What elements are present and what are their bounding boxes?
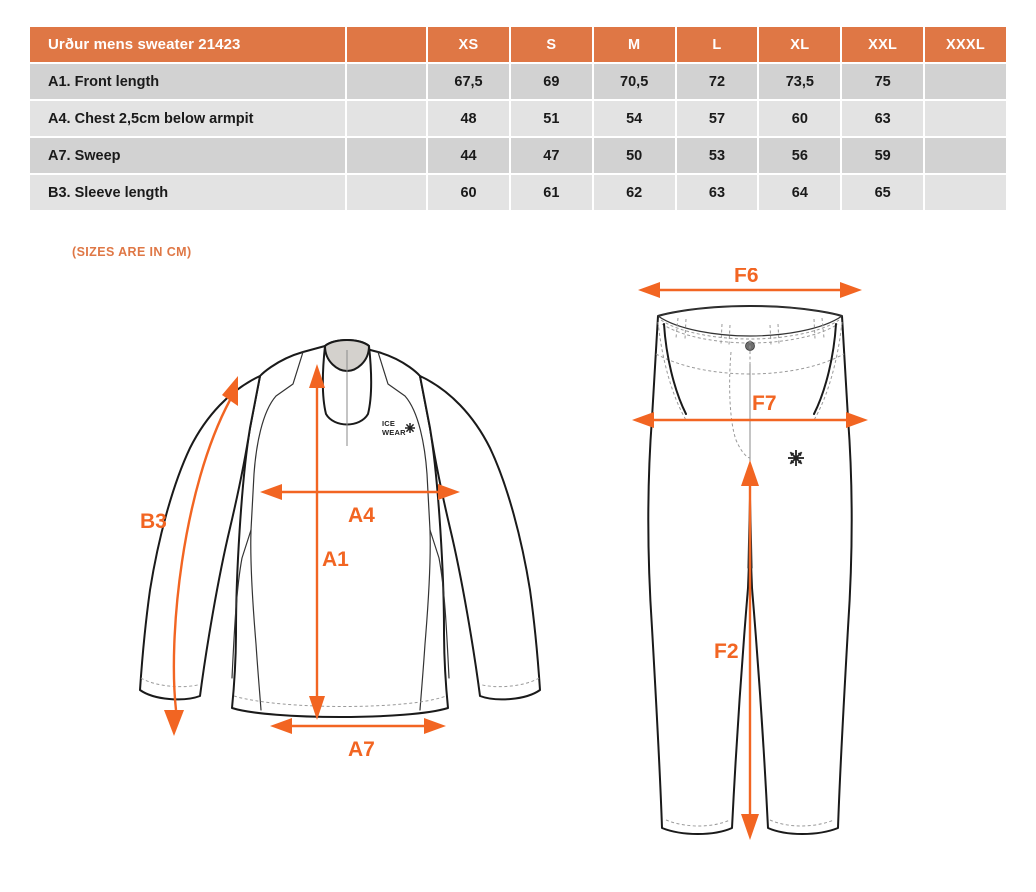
size-chart-table: Urður mens sweater 21423 XS S M L XL XXL… bbox=[28, 25, 1008, 212]
value-a4-xxl: 63 bbox=[842, 101, 924, 136]
pants-pockets bbox=[657, 321, 843, 421]
dimension-label-b3: B3 bbox=[140, 510, 167, 533]
value-a1-xxxl bbox=[925, 64, 1006, 99]
value-a4-xs: 48 bbox=[428, 101, 509, 136]
table-row: B3. Sleeve length 60 61 62 63 64 65 bbox=[30, 175, 1006, 210]
value-b3-xxl: 65 bbox=[842, 175, 924, 210]
row-spacer-cell bbox=[347, 64, 427, 99]
value-b3-m: 62 bbox=[593, 175, 675, 210]
table-row: A4. Chest 2,5cm below armpit 48 51 54 57… bbox=[30, 101, 1006, 136]
sizes-unit-note: (SIZES ARE IN CM) bbox=[72, 245, 192, 259]
pants-hem-stitching bbox=[665, 819, 835, 827]
ice-wear-logo: ICE WEAR bbox=[382, 419, 415, 437]
value-a4-m: 54 bbox=[593, 101, 675, 136]
snowflake-icon bbox=[788, 450, 804, 466]
value-a7-m: 50 bbox=[593, 138, 675, 173]
value-a7-xl: 56 bbox=[759, 138, 841, 173]
row-spacer-cell bbox=[347, 175, 427, 210]
sweater-body-outline bbox=[139, 345, 541, 718]
dimension-a1: A1 bbox=[309, 364, 349, 720]
pants-belt-loops bbox=[675, 317, 825, 346]
dimension-f6: F6 bbox=[638, 268, 862, 298]
value-a1-m: 70,5 bbox=[593, 64, 675, 99]
svg-text:ICE: ICE bbox=[382, 419, 395, 428]
value-a7-l: 53 bbox=[676, 138, 758, 173]
value-a1-xxl: 75 bbox=[842, 64, 924, 99]
size-header-m: M bbox=[593, 27, 675, 62]
table-body: A1. Front length 67,5 69 70,5 72 73,5 75… bbox=[30, 64, 1006, 210]
snowflake-icon bbox=[405, 423, 415, 433]
value-b3-xs: 60 bbox=[428, 175, 509, 210]
dimension-label-f7: F7 bbox=[752, 392, 777, 415]
sweater-technical-drawing: ICE WEAR A4 A1 A7 bbox=[139, 339, 541, 761]
value-a4-l: 57 bbox=[676, 101, 758, 136]
row-spacer-cell bbox=[347, 101, 427, 136]
size-header-s: S bbox=[510, 27, 592, 62]
size-header-xxl: XXL bbox=[842, 27, 924, 62]
svg-text:WEAR: WEAR bbox=[382, 428, 406, 437]
table-header-row: Urður mens sweater 21423 XS S M L XL XXL… bbox=[30, 27, 1006, 62]
sweater-seam-lines bbox=[231, 351, 450, 711]
value-a7-s: 47 bbox=[510, 138, 592, 173]
value-b3-xl: 64 bbox=[759, 175, 841, 210]
dimension-label-a1: A1 bbox=[322, 548, 349, 571]
value-a1-s: 69 bbox=[510, 64, 592, 99]
table-row: A7. Sweep 44 47 50 53 56 59 bbox=[30, 138, 1006, 173]
table-header: Urður mens sweater 21423 XS S M L XL XXL… bbox=[30, 27, 1006, 62]
size-chart-table-container: Urður mens sweater 21423 XS S M L XL XXL… bbox=[28, 25, 1008, 212]
value-b3-s: 61 bbox=[510, 175, 592, 210]
dimension-b3: B3 bbox=[140, 376, 238, 736]
value-b3-l: 63 bbox=[676, 175, 758, 210]
dimension-label-a7: A7 bbox=[348, 738, 375, 761]
dimension-label-a4: A4 bbox=[348, 504, 375, 527]
dimension-label-f6: F6 bbox=[734, 268, 759, 287]
dimension-label-f2: F2 bbox=[714, 640, 739, 663]
pants-technical-drawing: F6 F7 F2 bbox=[632, 268, 868, 840]
value-a7-xxl: 59 bbox=[842, 138, 924, 173]
size-header-xxxl: XXXL bbox=[925, 27, 1006, 62]
measurement-label-a4: A4. Chest 2,5cm below armpit bbox=[30, 101, 346, 136]
value-a4-s: 51 bbox=[510, 101, 592, 136]
value-a1-xs: 67,5 bbox=[428, 64, 509, 99]
value-a4-xxxl bbox=[925, 101, 1006, 136]
dimension-f7: F7 bbox=[632, 392, 868, 428]
dimension-a4: A4 bbox=[260, 484, 460, 527]
dimension-f2: F2 bbox=[714, 460, 759, 840]
measurement-label-a7: A7. Sweep bbox=[30, 138, 346, 173]
value-a7-xxxl bbox=[925, 138, 1006, 173]
value-a4-xl: 60 bbox=[759, 101, 841, 136]
measurement-label-a1: A1. Front length bbox=[30, 64, 346, 99]
size-header-xs: XS bbox=[428, 27, 509, 62]
size-header-xl: XL bbox=[759, 27, 841, 62]
value-a7-xs: 44 bbox=[428, 138, 509, 173]
value-b3-xxxl bbox=[925, 175, 1006, 210]
product-title: Urður mens sweater 21423 bbox=[30, 27, 346, 62]
table-row: A1. Front length 67,5 69 70,5 72 73,5 75 bbox=[30, 64, 1006, 99]
dimension-a7: A7 bbox=[270, 718, 446, 761]
value-a1-xl: 73,5 bbox=[759, 64, 841, 99]
size-header-l: L bbox=[676, 27, 758, 62]
value-a1-l: 72 bbox=[676, 64, 758, 99]
row-spacer-cell bbox=[347, 138, 427, 173]
measurement-label-b3: B3. Sleeve length bbox=[30, 175, 346, 210]
sweater-hem-and-cuffs bbox=[140, 677, 540, 707]
header-spacer-cell bbox=[347, 27, 427, 62]
